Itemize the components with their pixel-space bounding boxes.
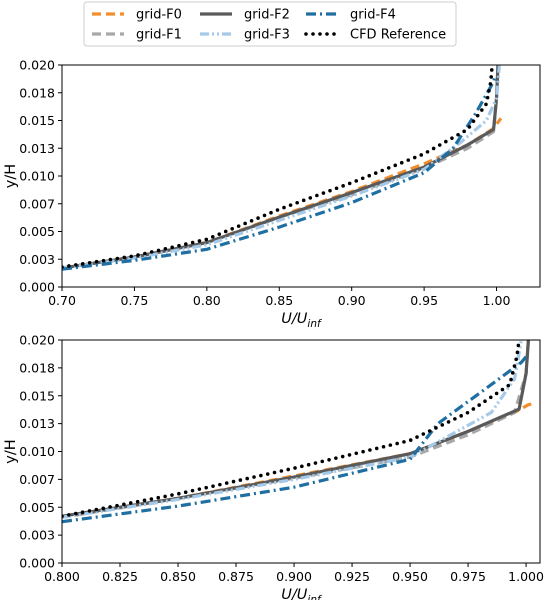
x-axis-label: U/Uinf [281,587,323,600]
x-axis: 0.70 0.75 0.80 0.85 0.90 0.95 1.00 [48,287,511,308]
series-line-cfd-reference [62,65,495,269]
x-tick-label: 0.75 [121,293,149,308]
x-tick-label: 0.950 [392,569,428,584]
x-tick-label: 0.875 [218,569,254,584]
plot-area [62,65,503,271]
x-axis: 0.800 0.825 0.850 0.875 0.900 0.925 0.950 0.975… [44,563,544,584]
legend-label-grid-f0: grid-F0 [136,8,182,23]
legend-label-grid-f4: grid-F4 [350,8,396,23]
x-tick-label: 0.70 [48,293,76,308]
series-line-grid-f1 [62,340,530,519]
series-line-grid-f2 [62,65,500,270]
x-tick-label: 0.90 [338,293,366,308]
y-tick-label: 0.000 [19,556,55,571]
series-line-grid-f4 [62,355,528,524]
legend-entry-grid-f0: grid-F0 [92,8,182,23]
bottom-chart-panel: 0.800 0.825 0.850 0.875 0.900 0.925 0.950 0.975… [3,333,544,600]
top-chart-panel: 0.70 0.75 0.80 0.85 0.90 0.95 1.000.0000.0030.… [3,58,541,330]
y-tick-label: 0.007 [19,196,55,211]
legend-entry-grid-f3: grid-F3 [200,28,290,43]
y-tick-label: 0.018 [19,360,55,375]
y-tick-label: 0.015 [19,388,55,403]
x-tick-label: 0.800 [44,569,80,584]
x-tick-label: 1.00 [483,293,511,308]
legend: grid-F0 grid-F1 grid-F2 grid-F3 grid-F4 CFD R… [83,1,457,47]
series-line-grid-f3 [62,65,501,270]
series-line-grid-f0 [62,402,534,519]
y-tick-label: 0.020 [19,58,55,73]
x-tick-label: 0.925 [334,569,370,584]
x-tick-label: 0.900 [276,569,312,584]
x-tick-label: 1.000 [508,569,544,584]
legend-label-grid-f2: grid-F2 [244,8,290,23]
axes-frame [61,64,541,288]
legend-label-cfd-reference: CFD Reference [350,28,446,43]
legend-entry-grid-f1: grid-F1 [92,28,182,43]
y-tick-label: 0.010 [19,169,55,184]
series-line-grid-f4 [62,75,497,271]
x-tick-label: 0.80 [193,293,221,308]
plot-area [62,340,534,524]
series-line-grid-f2 [62,340,530,518]
y-tick-label: 0.003 [19,528,55,543]
y-tick-label: 0.018 [19,85,55,100]
y-axis-label: y/H [3,164,19,188]
legend-frame [83,1,457,47]
legend-entry-grid-f2: grid-F2 [200,8,290,23]
y-tick-label: 0.010 [19,444,55,459]
y-tick-label: 0.013 [19,416,55,431]
y-tick-label: 0.007 [19,472,55,487]
y-tick-label: 0.000 [19,280,55,295]
y-tick-label: 0.005 [19,224,55,239]
series-line-cfd-reference [62,340,521,519]
axes-frame [61,339,541,564]
x-tick-label: 0.85 [265,293,293,308]
y-tick-label: 0.005 [19,500,55,515]
x-tick-label: 0.850 [160,569,196,584]
legend-label-grid-f3: grid-F3 [244,28,290,43]
y-tick-label: 0.015 [19,113,55,128]
series-line-grid-f3 [62,340,523,519]
legend-entry-grid-f4: grid-F4 [306,8,396,23]
y-tick-label: 0.020 [19,333,55,348]
x-tick-label: 0.975 [450,569,486,584]
y-axis: 0.000 0.003 0.005 0.007 0.010 0.013 0.015 0.018… [19,58,62,295]
legend-entry-cfd-reference: CFD Reference [304,28,446,43]
x-axis-label: U/Uinf [281,311,323,330]
y-axis-label: y/H [3,439,19,463]
legend-label-grid-f1: grid-F1 [136,28,182,43]
x-tick-label: 0.95 [410,293,438,308]
y-axis: 0.000 0.003 0.005 0.007 0.010 0.013 0.015 0.018… [19,333,62,571]
x-tick-label: 0.825 [102,569,138,584]
y-tick-label: 0.003 [19,252,55,267]
y-tick-label: 0.013 [19,141,55,156]
series-line-grid-f0 [62,117,503,270]
